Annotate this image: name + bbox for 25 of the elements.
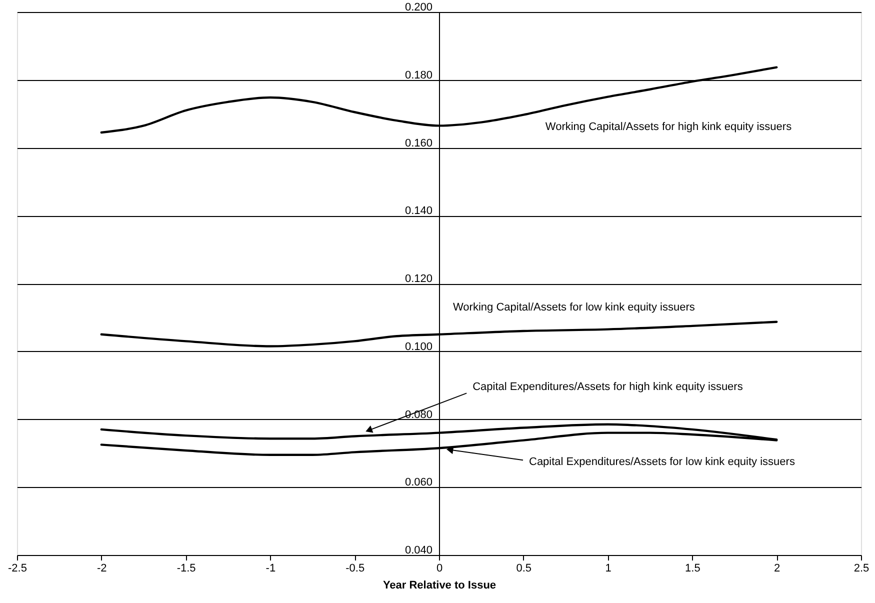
x-tick-label: -1 <box>266 562 276 574</box>
series-label: Capital Expenditures/Assets for low kink equity issuers <box>529 456 796 468</box>
series-label: Working Capital/Assets for high kink equity issuers <box>545 120 792 133</box>
series-label: Working Capital/Assets for low kink equity issuers <box>453 301 696 314</box>
y-tick-label: 0.140 <box>404 205 432 218</box>
y-tick-label: 0.100 <box>404 340 432 353</box>
x-tick-label: -2 <box>97 562 107 574</box>
y-tick-label: 0.080 <box>404 408 432 421</box>
y-tick-label: 0.200 <box>404 2 432 14</box>
y-tick-label: 0.160 <box>404 137 432 150</box>
x-tick-label: 1.5 <box>685 562 700 574</box>
y-tick-label: 0.060 <box>404 476 432 489</box>
x-tick-label: -1.5 <box>176 562 196 574</box>
x-axis-title: Year Relative to Issue <box>382 580 496 592</box>
x-tick-label: -2.5 <box>8 562 27 574</box>
x-tick-label: 0 <box>436 562 443 574</box>
y-tick-label: 0.040 <box>404 544 432 556</box>
x-tick-label: -0.5 <box>346 562 365 574</box>
x-tick-label: 1 <box>605 562 612 574</box>
x-tick-label: 2.5 <box>854 562 870 574</box>
x-tick-label: 0.5 <box>516 562 532 574</box>
text: Capital Expenditures/Assets for high kink equity issuers <box>472 381 744 394</box>
x-tick-label: 2 <box>774 562 780 574</box>
y-tick-label: 0.120 <box>404 273 432 285</box>
y-tick-label: 0.180 <box>404 69 432 82</box>
